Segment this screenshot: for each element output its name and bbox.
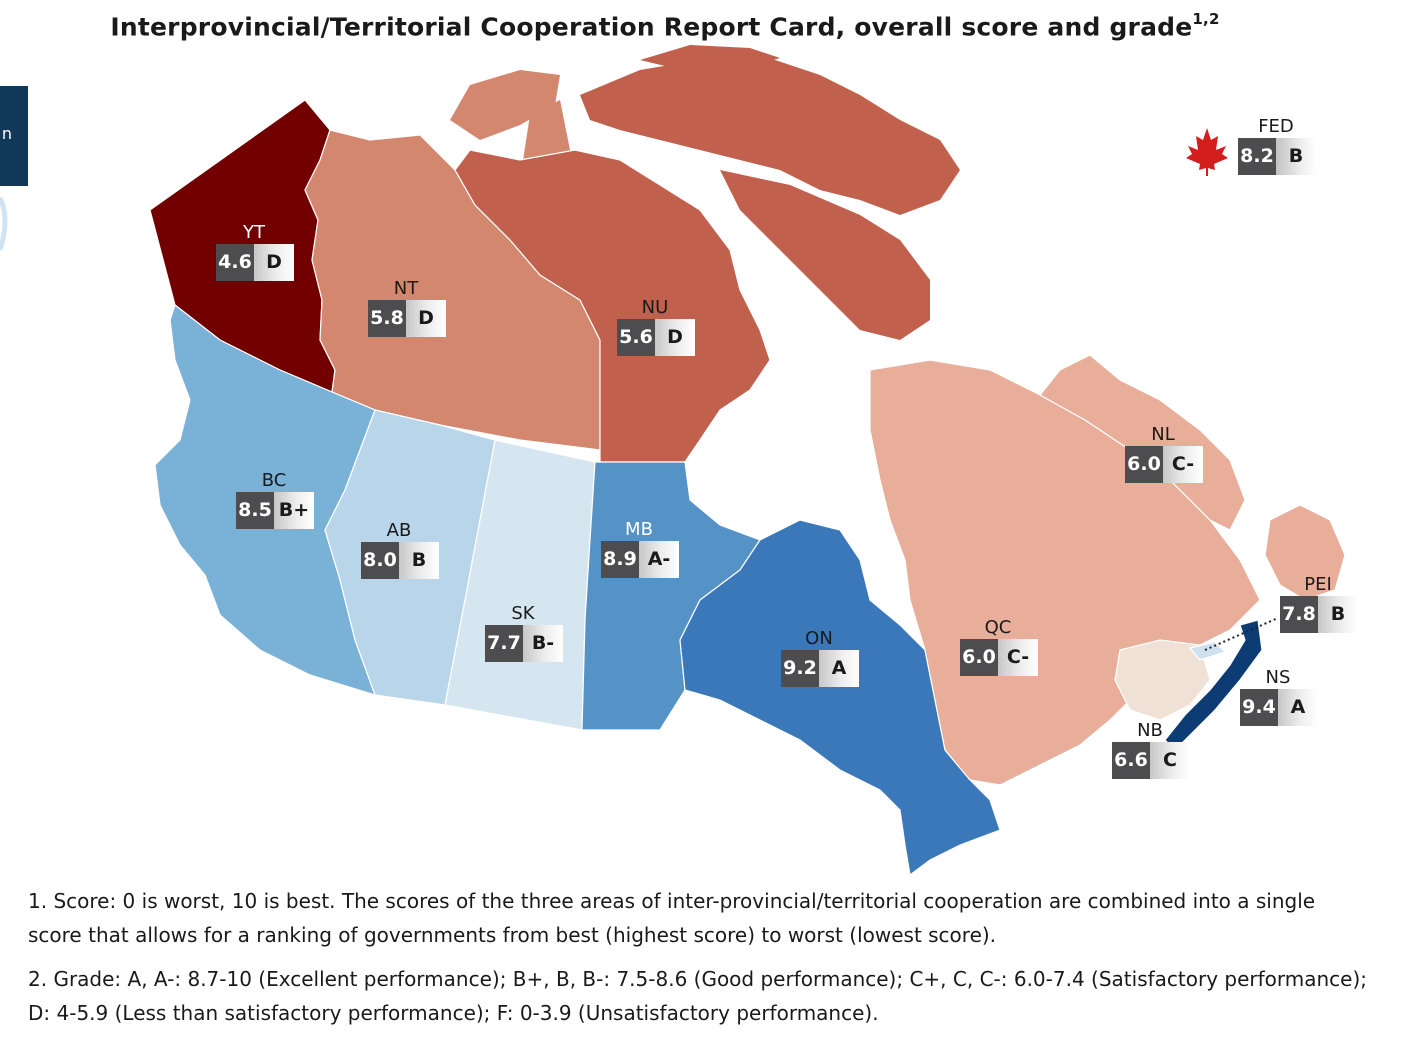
footnote-2: 2. Grade: A, A-: 8.7-10 (Excellent perfo… <box>28 967 1368 1025</box>
card-ns: NS 9.4 A <box>1240 667 1330 731</box>
card-sk-abbr: SK <box>511 603 535 624</box>
side-tab: n <box>0 86 28 186</box>
card-yt-abbr: YT <box>243 222 265 243</box>
card-yt: YT 4.6 D <box>216 222 306 286</box>
card-ab-score: 8.0 <box>361 542 399 579</box>
card-qc-score: 6.0 <box>960 639 998 676</box>
card-qc-grade: C- <box>998 639 1038 676</box>
card-qc: QC 6.0 C- <box>960 617 1050 681</box>
card-pei: PEI 7.8 B <box>1280 574 1370 638</box>
card-nu-abbr: NU <box>641 297 669 318</box>
region-nu-islands <box>450 70 560 140</box>
card-on-grade: A <box>819 650 859 687</box>
side-tab-text: n <box>1 124 12 143</box>
card-nl: NL 6.0 C- <box>1125 424 1215 488</box>
card-nb-grade: C <box>1150 742 1190 779</box>
card-mb-abbr: MB <box>625 519 653 540</box>
card-sk-score: 7.7 <box>485 625 523 662</box>
region-ns <box>1164 619 1263 751</box>
card-nb-abbr: NB <box>1137 720 1163 741</box>
card-ab-abbr: AB <box>386 520 412 541</box>
card-nl-abbr: NL <box>1151 424 1175 445</box>
footnotes: 1. Score: 0 is worst, 10 is best. The sc… <box>28 884 1373 1040</box>
card-ns-abbr: NS <box>1265 667 1291 688</box>
side-arc <box>0 196 8 251</box>
card-fed: FED 8.2 B <box>1238 116 1328 180</box>
card-pei-abbr: PEI <box>1304 574 1332 595</box>
card-nt-grade: D <box>406 300 446 337</box>
card-on-abbr: ON <box>805 628 833 649</box>
title-footnote-marks: 1,2 <box>1192 10 1220 28</box>
card-mb-score: 8.9 <box>601 541 639 578</box>
card-nt: NT 5.8 D <box>368 278 458 342</box>
region-pei <box>1188 641 1227 661</box>
region-on <box>679 519 1001 877</box>
footnote-1: 1. Score: 0 is worst, 10 is best. The sc… <box>28 889 1316 947</box>
map-title: Interprovincial/Territorial Cooperation … <box>110 10 1220 42</box>
card-on-score: 9.2 <box>781 650 819 687</box>
card-bc-score: 8.5 <box>236 492 274 529</box>
card-mb-grade: A- <box>639 541 679 578</box>
card-ns-grade: A <box>1278 689 1318 726</box>
card-ab-grade: B <box>399 542 439 579</box>
card-fed-grade: B <box>1276 138 1316 175</box>
card-nl-score: 6.0 <box>1125 446 1163 483</box>
card-nb-score: 6.6 <box>1112 742 1150 779</box>
card-nu: NU 5.6 D <box>617 297 707 361</box>
card-bc-abbr: BC <box>261 470 287 491</box>
card-mb: MB 8.9 A- <box>601 519 691 583</box>
pei-leader-line <box>1204 617 1279 651</box>
card-on: ON 9.2 A <box>781 628 871 692</box>
card-nt-score: 5.8 <box>368 300 406 337</box>
card-pei-grade: B <box>1318 596 1358 633</box>
card-ns-score: 9.4 <box>1240 689 1278 726</box>
maple-leaf-icon <box>1186 128 1228 176</box>
region-nb <box>1114 639 1211 721</box>
card-nl-grade: C- <box>1163 446 1203 483</box>
card-yt-score: 4.6 <box>216 244 254 281</box>
card-pei-score: 7.8 <box>1280 596 1318 633</box>
region-nu-islands <box>720 170 930 340</box>
card-bc: BC 8.5 B+ <box>236 470 326 534</box>
card-qc-abbr: QC <box>984 617 1012 638</box>
region-nu <box>454 149 771 463</box>
card-fed-score: 8.2 <box>1238 138 1276 175</box>
card-yt-grade: D <box>254 244 294 281</box>
card-bc-grade: B+ <box>274 492 314 529</box>
card-nu-grade: D <box>655 319 695 356</box>
card-nb: NB 6.6 C <box>1112 720 1202 784</box>
region-nu-islands <box>640 45 780 72</box>
card-sk-grade: B- <box>523 625 563 662</box>
card-nt-abbr: NT <box>393 278 419 299</box>
region-nl-island <box>1264 504 1346 601</box>
card-ab: AB 8.0 B <box>361 520 451 584</box>
region-nu-islands <box>580 55 960 215</box>
card-nu-score: 5.6 <box>617 319 655 356</box>
card-fed-abbr: FED <box>1258 116 1294 137</box>
card-sk: SK 7.7 B- <box>485 603 575 667</box>
